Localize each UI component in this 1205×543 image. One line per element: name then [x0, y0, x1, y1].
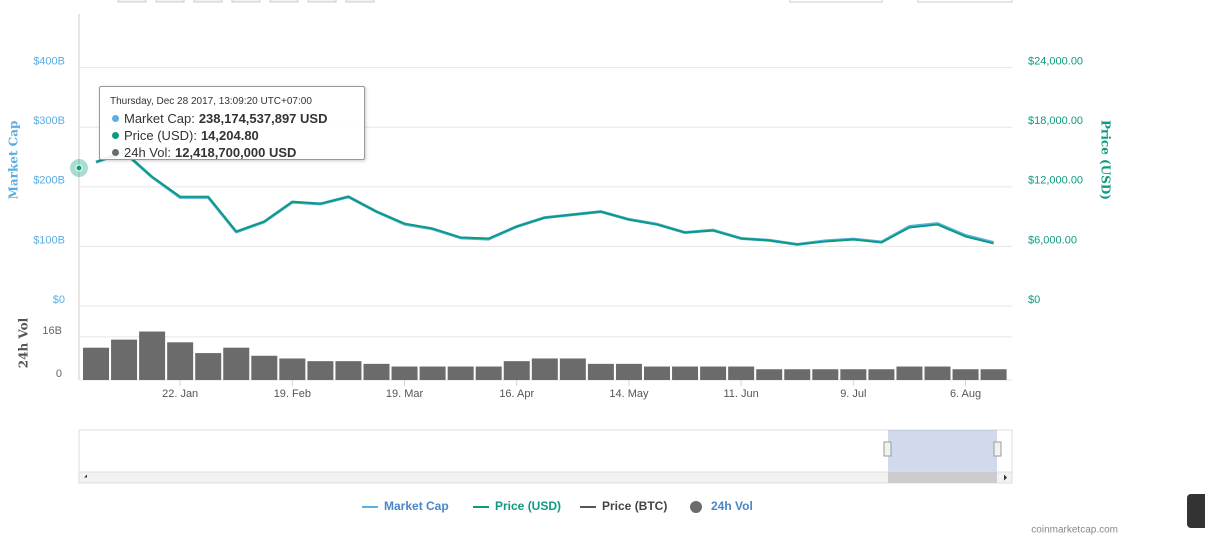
vol-tick-label: 16B	[42, 325, 62, 337]
range-button[interactable]	[307, 0, 337, 3]
volume-bar	[644, 366, 670, 380]
scrollbar-thumb[interactable]	[888, 472, 997, 483]
volume-bar	[111, 339, 138, 380]
volume-bar	[672, 366, 699, 380]
line-series	[95, 151, 994, 246]
tooltip-row: Market Cap: 238,174,537,897 USD	[112, 111, 364, 127]
volume-bar	[223, 347, 250, 380]
y-tick-label: $300B	[33, 115, 65, 127]
range-button[interactable]	[193, 0, 223, 3]
volume-bar	[363, 363, 390, 380]
tooltip: Thursday, Dec 28 2017, 13:09:20 UTC+07:0…	[99, 86, 365, 160]
tooltip-dot	[112, 149, 119, 156]
navigator-handle[interactable]	[883, 441, 892, 457]
navigator-selection[interactable]	[888, 430, 997, 472]
volume-bar	[587, 363, 614, 380]
range-button[interactable]	[345, 0, 375, 3]
vol-axis-title: 24h Vol	[17, 317, 31, 368]
volume-bar	[924, 366, 951, 380]
volume-bar	[980, 369, 1007, 380]
volume-bar	[615, 363, 642, 380]
volume-bar	[896, 366, 923, 380]
tooltip-label: 24h Vol:	[124, 145, 171, 160]
y2-tick-label: $12,000.00	[1028, 175, 1083, 187]
navigator[interactable]	[78, 429, 1013, 484]
volume-bar	[167, 342, 194, 380]
legend-label[interactable]: Price (BTC)	[602, 499, 667, 513]
legend-symbol	[690, 501, 702, 513]
tooltip-date: Thursday, Dec 28 2017, 13:09:20 UTC+07:0…	[110, 96, 312, 107]
line-series	[95, 150, 994, 246]
volume-bar	[335, 361, 362, 380]
volume-bar	[307, 361, 334, 380]
scroll-top-button[interactable]	[1187, 494, 1205, 528]
volume-bar	[279, 358, 306, 380]
x-tick-label: 14. May	[609, 388, 649, 400]
volume-bar	[531, 358, 558, 380]
volume-bar	[83, 347, 109, 380]
navigator-frame	[78, 429, 1013, 473]
x-tick-label: 22. Jan	[162, 388, 198, 400]
tooltip-dot	[112, 132, 119, 139]
hover-point	[75, 164, 83, 172]
legend-label[interactable]: 24h Vol	[711, 499, 753, 513]
range-button[interactable]	[117, 0, 147, 3]
y2-tick-label: $24,000.00	[1028, 56, 1083, 68]
volume-bar	[559, 358, 586, 380]
y2-axis-title: Price (USD)	[1099, 120, 1113, 200]
tooltip-value: 12,418,700,000 USD	[175, 145, 297, 160]
legend-label[interactable]: Price (USD)	[495, 499, 561, 513]
range-button[interactable]	[155, 0, 185, 3]
volume-bar	[251, 355, 278, 380]
y2-tick-label: $0	[1028, 294, 1040, 306]
tooltip-label: Market Cap:	[124, 111, 195, 126]
legend-label[interactable]: Market Cap	[384, 499, 449, 513]
x-tick-label: 6. Aug	[950, 388, 981, 400]
volume-bar	[700, 366, 727, 380]
volume-bar	[475, 366, 502, 380]
volume-bar	[868, 369, 895, 380]
x-tick-label: 9. Jul	[840, 388, 866, 400]
y-axis-title: Market Cap	[7, 121, 21, 200]
y2-tick-label: $18,000.00	[1028, 115, 1083, 127]
y-tick-label: $200B	[33, 175, 65, 187]
navigator-handle[interactable]	[993, 441, 1002, 457]
vol-tick-label: 0	[56, 368, 62, 380]
date-input[interactable]	[789, 0, 883, 3]
tooltip-dot	[112, 115, 119, 122]
volume-bar	[503, 361, 530, 380]
volume-bar	[952, 369, 979, 380]
tooltip-row: 24h Vol: 12,418,700,000 USD	[112, 145, 364, 161]
tooltip-value: 14,204.80	[200, 128, 259, 143]
scrollbar-track[interactable]	[78, 471, 1013, 484]
volume-bar	[195, 353, 222, 380]
y2-tick-label: $6,000.00	[1028, 234, 1077, 246]
volume-bar	[419, 366, 446, 380]
volume-bar	[139, 331, 166, 380]
x-tick-label: 19. Feb	[274, 388, 311, 400]
y-tick-label: $0	[53, 294, 65, 306]
tooltip-label: Price (USD):	[124, 128, 197, 143]
range-button[interactable]	[269, 0, 299, 3]
credit: coinmarketcap.com	[1031, 525, 1118, 536]
y-tick-label: $100B	[33, 234, 65, 246]
tooltip-value: 238,174,537,897 USD	[198, 111, 328, 126]
volume-bar	[840, 369, 867, 380]
y-tick-label: $400B	[33, 56, 65, 68]
volume-bar	[728, 366, 755, 380]
x-tick-label: 11. Jun	[724, 388, 759, 400]
date-input[interactable]	[917, 0, 1013, 3]
x-tick-label: 16. Apr	[499, 388, 534, 400]
range-button[interactable]	[231, 0, 261, 3]
volume-bar	[756, 369, 783, 380]
volume-bar	[812, 369, 839, 380]
volume-bar	[391, 366, 418, 380]
tooltip-row: Price (USD): 14,204.80	[112, 128, 364, 144]
volume-bar	[447, 366, 474, 380]
x-tick-label: 19. Mar	[386, 388, 424, 400]
volume-bar	[784, 369, 811, 380]
